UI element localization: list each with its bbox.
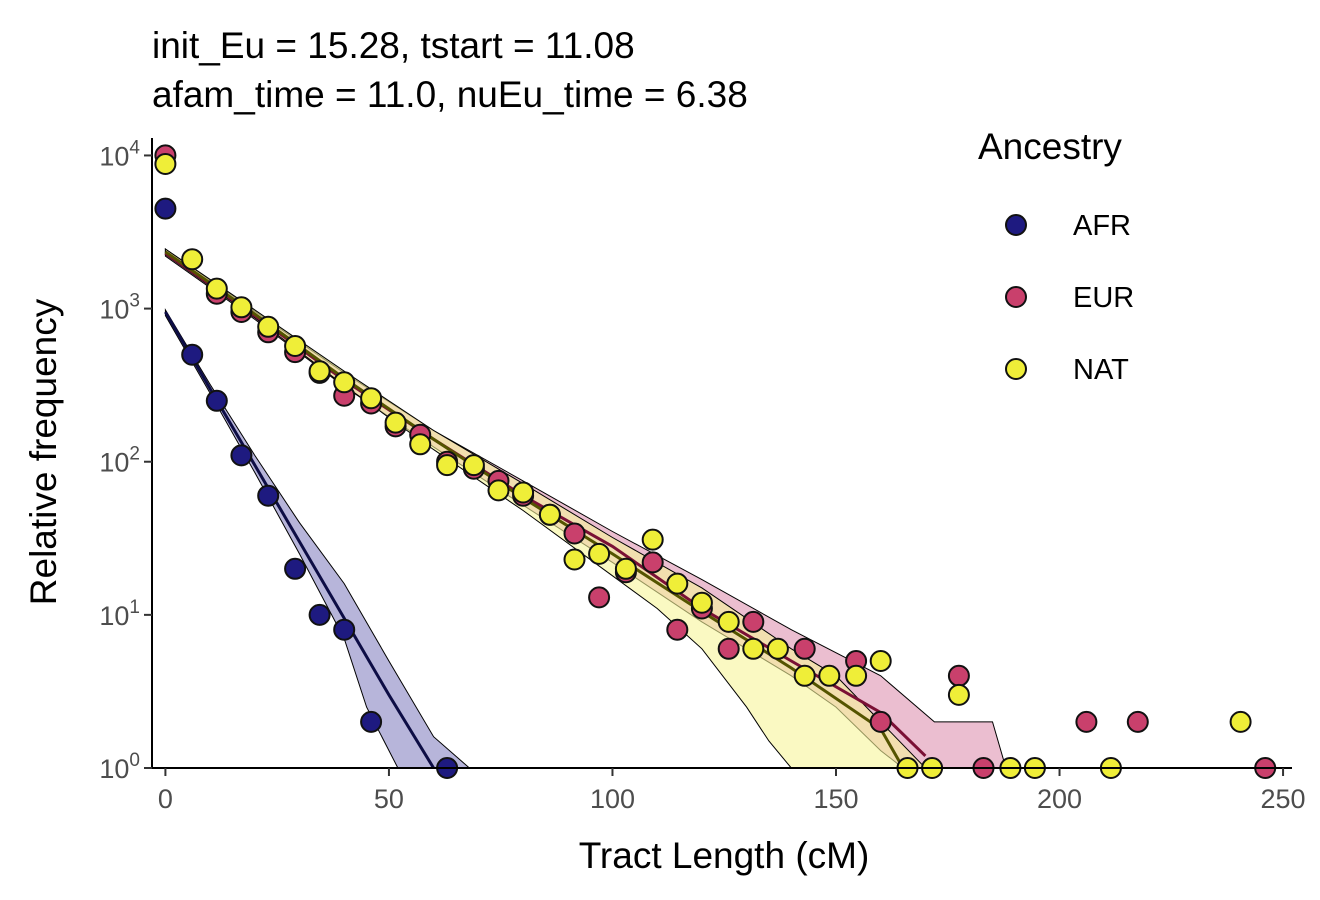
legend-title: Ancestry bbox=[978, 126, 1122, 167]
legend-key-nat bbox=[1005, 358, 1027, 380]
y-axis-title: Relative frequency bbox=[23, 298, 64, 605]
point-nat-8 bbox=[360, 387, 383, 410]
point-afr-2 bbox=[205, 389, 228, 412]
x-tick-label-250: 250 bbox=[1261, 784, 1306, 814]
legend: Ancestry AFR EUR NAT bbox=[978, 126, 1134, 386]
point-nat-1 bbox=[181, 248, 204, 271]
point-nat-4 bbox=[257, 315, 280, 338]
point-nat-31 bbox=[947, 683, 970, 706]
point-nat-19 bbox=[641, 528, 664, 551]
point-nat-16 bbox=[563, 548, 586, 571]
point-nat-2 bbox=[205, 277, 228, 300]
point-nat-5 bbox=[284, 335, 307, 357]
point-nat-13 bbox=[487, 479, 510, 502]
legend-key-eur bbox=[1005, 286, 1027, 308]
point-nat-7 bbox=[333, 371, 356, 394]
point-eur-25 bbox=[869, 710, 892, 733]
x-tick-label-0: 0 bbox=[158, 784, 173, 814]
y-tick-label-3: 103 bbox=[99, 291, 140, 325]
chart-title-line-2: afam_time = 11.0, nuEu_time = 6.38 bbox=[152, 74, 748, 115]
point-eur-19 bbox=[666, 618, 689, 641]
point-nat-9 bbox=[384, 411, 407, 434]
x-tick-label-150: 150 bbox=[813, 784, 858, 814]
point-afr-3 bbox=[230, 444, 253, 467]
point-nat-26 bbox=[818, 664, 841, 687]
legend-label-nat: NAT bbox=[1073, 354, 1129, 386]
x-axis-ticks: 0 50 100 150 200 250 bbox=[158, 768, 1306, 814]
point-nat-6 bbox=[308, 360, 331, 383]
point-nat-11 bbox=[436, 454, 459, 477]
point-nat-20 bbox=[666, 572, 689, 595]
legend-key-afr bbox=[1005, 214, 1027, 236]
y-tick-label-0: 100 bbox=[99, 750, 140, 784]
band-eur bbox=[164, 248, 1007, 769]
chart-title-line-1: init_Eu = 15.28, tstart = 11.08 bbox=[152, 25, 635, 66]
point-eur-29 bbox=[1126, 710, 1149, 733]
point-nat-12 bbox=[462, 454, 485, 477]
point-eur-28 bbox=[1075, 710, 1098, 733]
point-nat-23 bbox=[742, 637, 765, 660]
point-nat-27 bbox=[845, 664, 868, 687]
point-eur-23 bbox=[793, 637, 816, 660]
point-nat-22 bbox=[717, 610, 740, 633]
y-tick-label-1: 101 bbox=[99, 597, 140, 631]
point-afr-6 bbox=[308, 603, 331, 626]
x-tick-label-200: 200 bbox=[1037, 784, 1082, 814]
point-eur-15 bbox=[563, 522, 586, 545]
point-nat-24 bbox=[766, 637, 789, 660]
point-afr-8 bbox=[360, 710, 383, 733]
x-axis-title: Tract Length (cM) bbox=[579, 835, 870, 876]
y-tick-label-2: 102 bbox=[99, 444, 140, 478]
point-afr-7 bbox=[333, 618, 356, 641]
point-eur-21 bbox=[717, 637, 740, 660]
point-afr-0 bbox=[154, 197, 177, 220]
legend-label-afr: AFR bbox=[1073, 210, 1131, 242]
point-eur-22 bbox=[742, 610, 765, 633]
point-afr-1 bbox=[181, 343, 204, 366]
point-nat-17 bbox=[588, 542, 611, 565]
point-nat-21 bbox=[690, 591, 713, 614]
point-nat-18 bbox=[614, 557, 637, 580]
confidence-bands bbox=[164, 248, 1007, 769]
point-nat-15 bbox=[538, 503, 561, 526]
y-axis-ticks: 100 101 102 103 104 bbox=[99, 137, 152, 784]
fit-line-afr bbox=[164, 311, 435, 769]
legend-items: AFR EUR NAT bbox=[1005, 210, 1134, 386]
point-nat-0 bbox=[154, 153, 177, 175]
point-eur-16 bbox=[588, 586, 611, 609]
x-tick-label-50: 50 bbox=[374, 784, 404, 814]
point-afr-5 bbox=[284, 557, 307, 580]
x-tick-label-100: 100 bbox=[590, 784, 635, 814]
point-eur-18 bbox=[641, 551, 664, 574]
legend-label-eur: EUR bbox=[1073, 282, 1134, 314]
plot-area bbox=[154, 144, 1277, 779]
point-eur-26 bbox=[947, 664, 970, 687]
point-afr-4 bbox=[257, 484, 280, 507]
point-nat-28 bbox=[869, 650, 892, 672]
point-nat-25 bbox=[793, 664, 816, 687]
point-nat-35 bbox=[1229, 710, 1252, 733]
y-tick-label-4: 104 bbox=[99, 137, 140, 171]
point-nat-3 bbox=[230, 296, 253, 319]
point-nat-10 bbox=[409, 433, 432, 456]
point-nat-14 bbox=[512, 481, 535, 504]
